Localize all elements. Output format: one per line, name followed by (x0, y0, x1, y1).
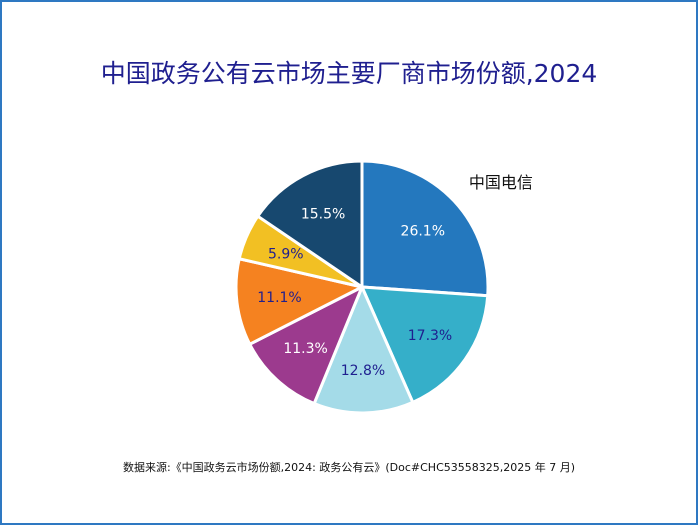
pie-value-label-7: 15.5% (301, 207, 345, 223)
pie-slice-1 (360, 159, 490, 298)
pie-category-label-1: 中国电信 (469, 173, 533, 192)
pie-slice-3 (312, 285, 415, 415)
source-note: 数据来源:《中国政务云市场份额,2024: 政务公有云》(Doc#CHC5355… (122, 461, 576, 474)
pie-value-label-2: 17.3% (408, 328, 452, 344)
pie-value-label-4: 11.3% (283, 341, 327, 357)
chart-title: 中国政务公有云市场主要厂商市场份额,2024 (100, 59, 598, 88)
pie-slice-7 (256, 159, 364, 289)
pie-value-label-1: 26.1% (401, 223, 445, 239)
pie-slice-2 (360, 285, 490, 404)
pie-value-label-5: 11.1% (257, 290, 301, 306)
pie-slice-4 (248, 285, 364, 406)
pie-value-label-6: 5.9% (268, 247, 304, 263)
pie-labels: 26.1% 中国电信 17.3% 12.8% 11.3% 11.1% 5.9% 15.5% (257, 173, 533, 379)
pie-value-label-3: 12.8% (341, 363, 385, 379)
pie-slices (234, 159, 490, 415)
